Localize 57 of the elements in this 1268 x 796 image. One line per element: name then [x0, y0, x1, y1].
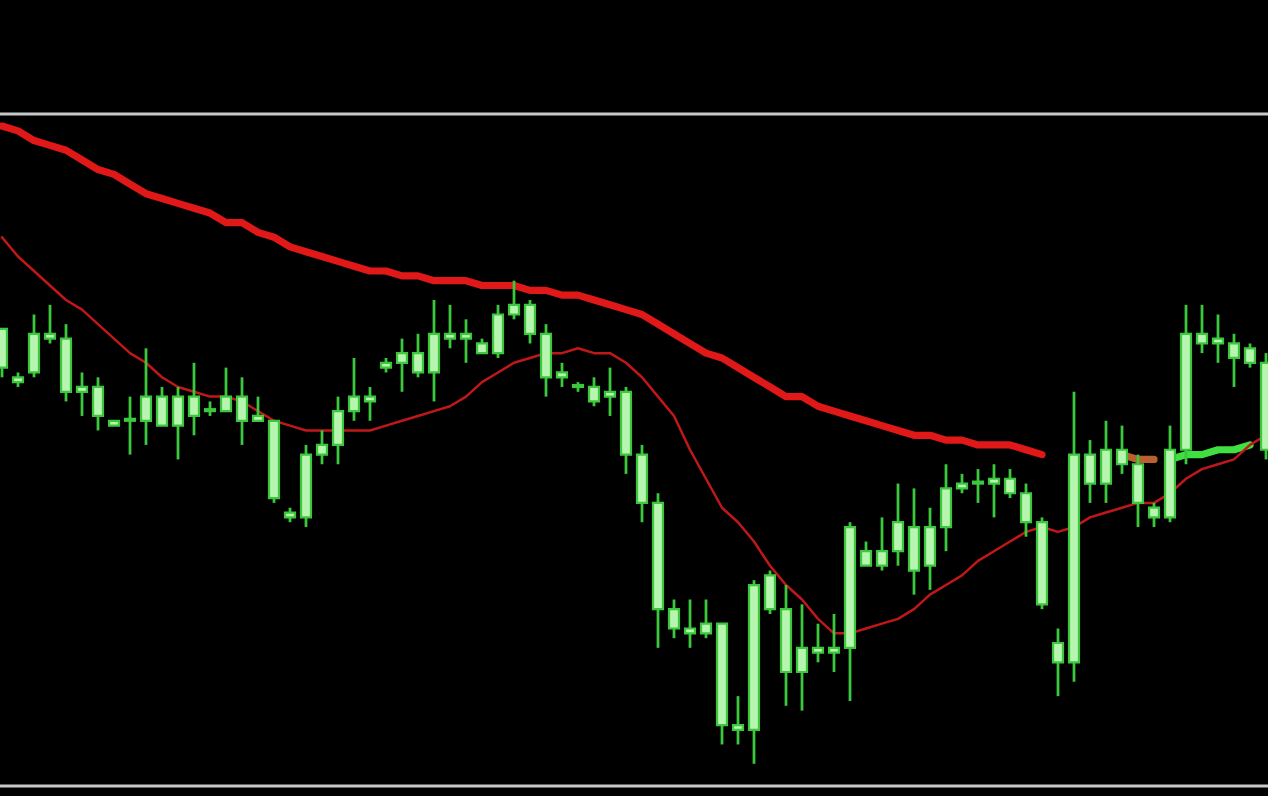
candlestick [731, 694, 745, 746]
candlestick [827, 612, 841, 674]
candlestick [251, 395, 265, 423]
candlestick [699, 598, 713, 640]
candlestick [75, 371, 89, 418]
candlestick [459, 317, 473, 365]
candlestick [1131, 453, 1145, 529]
candlestick [971, 467, 985, 505]
candlestick [683, 598, 697, 650]
candlestick [171, 385, 185, 461]
candlestick [907, 487, 921, 597]
candlestick [1003, 467, 1017, 500]
candlestick [27, 313, 41, 379]
candlestick [123, 395, 137, 456]
candlestick [795, 602, 809, 713]
candlestick [1243, 342, 1257, 370]
candlestick [955, 472, 969, 495]
candlestick [891, 482, 905, 568]
candlestick [555, 361, 569, 389]
candlestick [1019, 482, 1033, 539]
candlestick [491, 303, 505, 360]
candlestick [363, 385, 377, 423]
candlestick [1051, 627, 1065, 698]
candlestick [91, 375, 105, 432]
candlestick [1099, 419, 1113, 505]
candlestick [315, 429, 329, 466]
candlestick [427, 298, 441, 403]
candlestick [939, 462, 953, 553]
candlestick [987, 462, 1001, 519]
candlestick [411, 332, 425, 379]
candlestick [587, 375, 601, 408]
candlestick [1195, 303, 1209, 355]
candlestick [395, 337, 409, 394]
candlestick [523, 298, 537, 345]
candlestick [187, 361, 201, 437]
candlestick [603, 366, 617, 418]
candlestick [139, 346, 153, 447]
candlestick [667, 598, 681, 640]
candlestick [331, 395, 345, 466]
candlestick [235, 375, 249, 447]
candlestick [539, 322, 553, 399]
candlestick [763, 569, 777, 616]
candlestick [1211, 313, 1225, 365]
candlestick [875, 516, 889, 572]
candlestick [507, 279, 521, 321]
candlestick [1147, 501, 1161, 529]
candlestick [347, 356, 361, 423]
candlestick [443, 303, 457, 350]
candlestick [1115, 424, 1129, 476]
candlestick [1083, 438, 1097, 505]
candlestick [219, 366, 233, 413]
candlestick [43, 303, 57, 345]
candlestick [811, 622, 825, 664]
candlestick [859, 540, 873, 568]
candlestick [1227, 332, 1241, 389]
candlestick [155, 385, 169, 427]
candlestick [923, 506, 937, 592]
